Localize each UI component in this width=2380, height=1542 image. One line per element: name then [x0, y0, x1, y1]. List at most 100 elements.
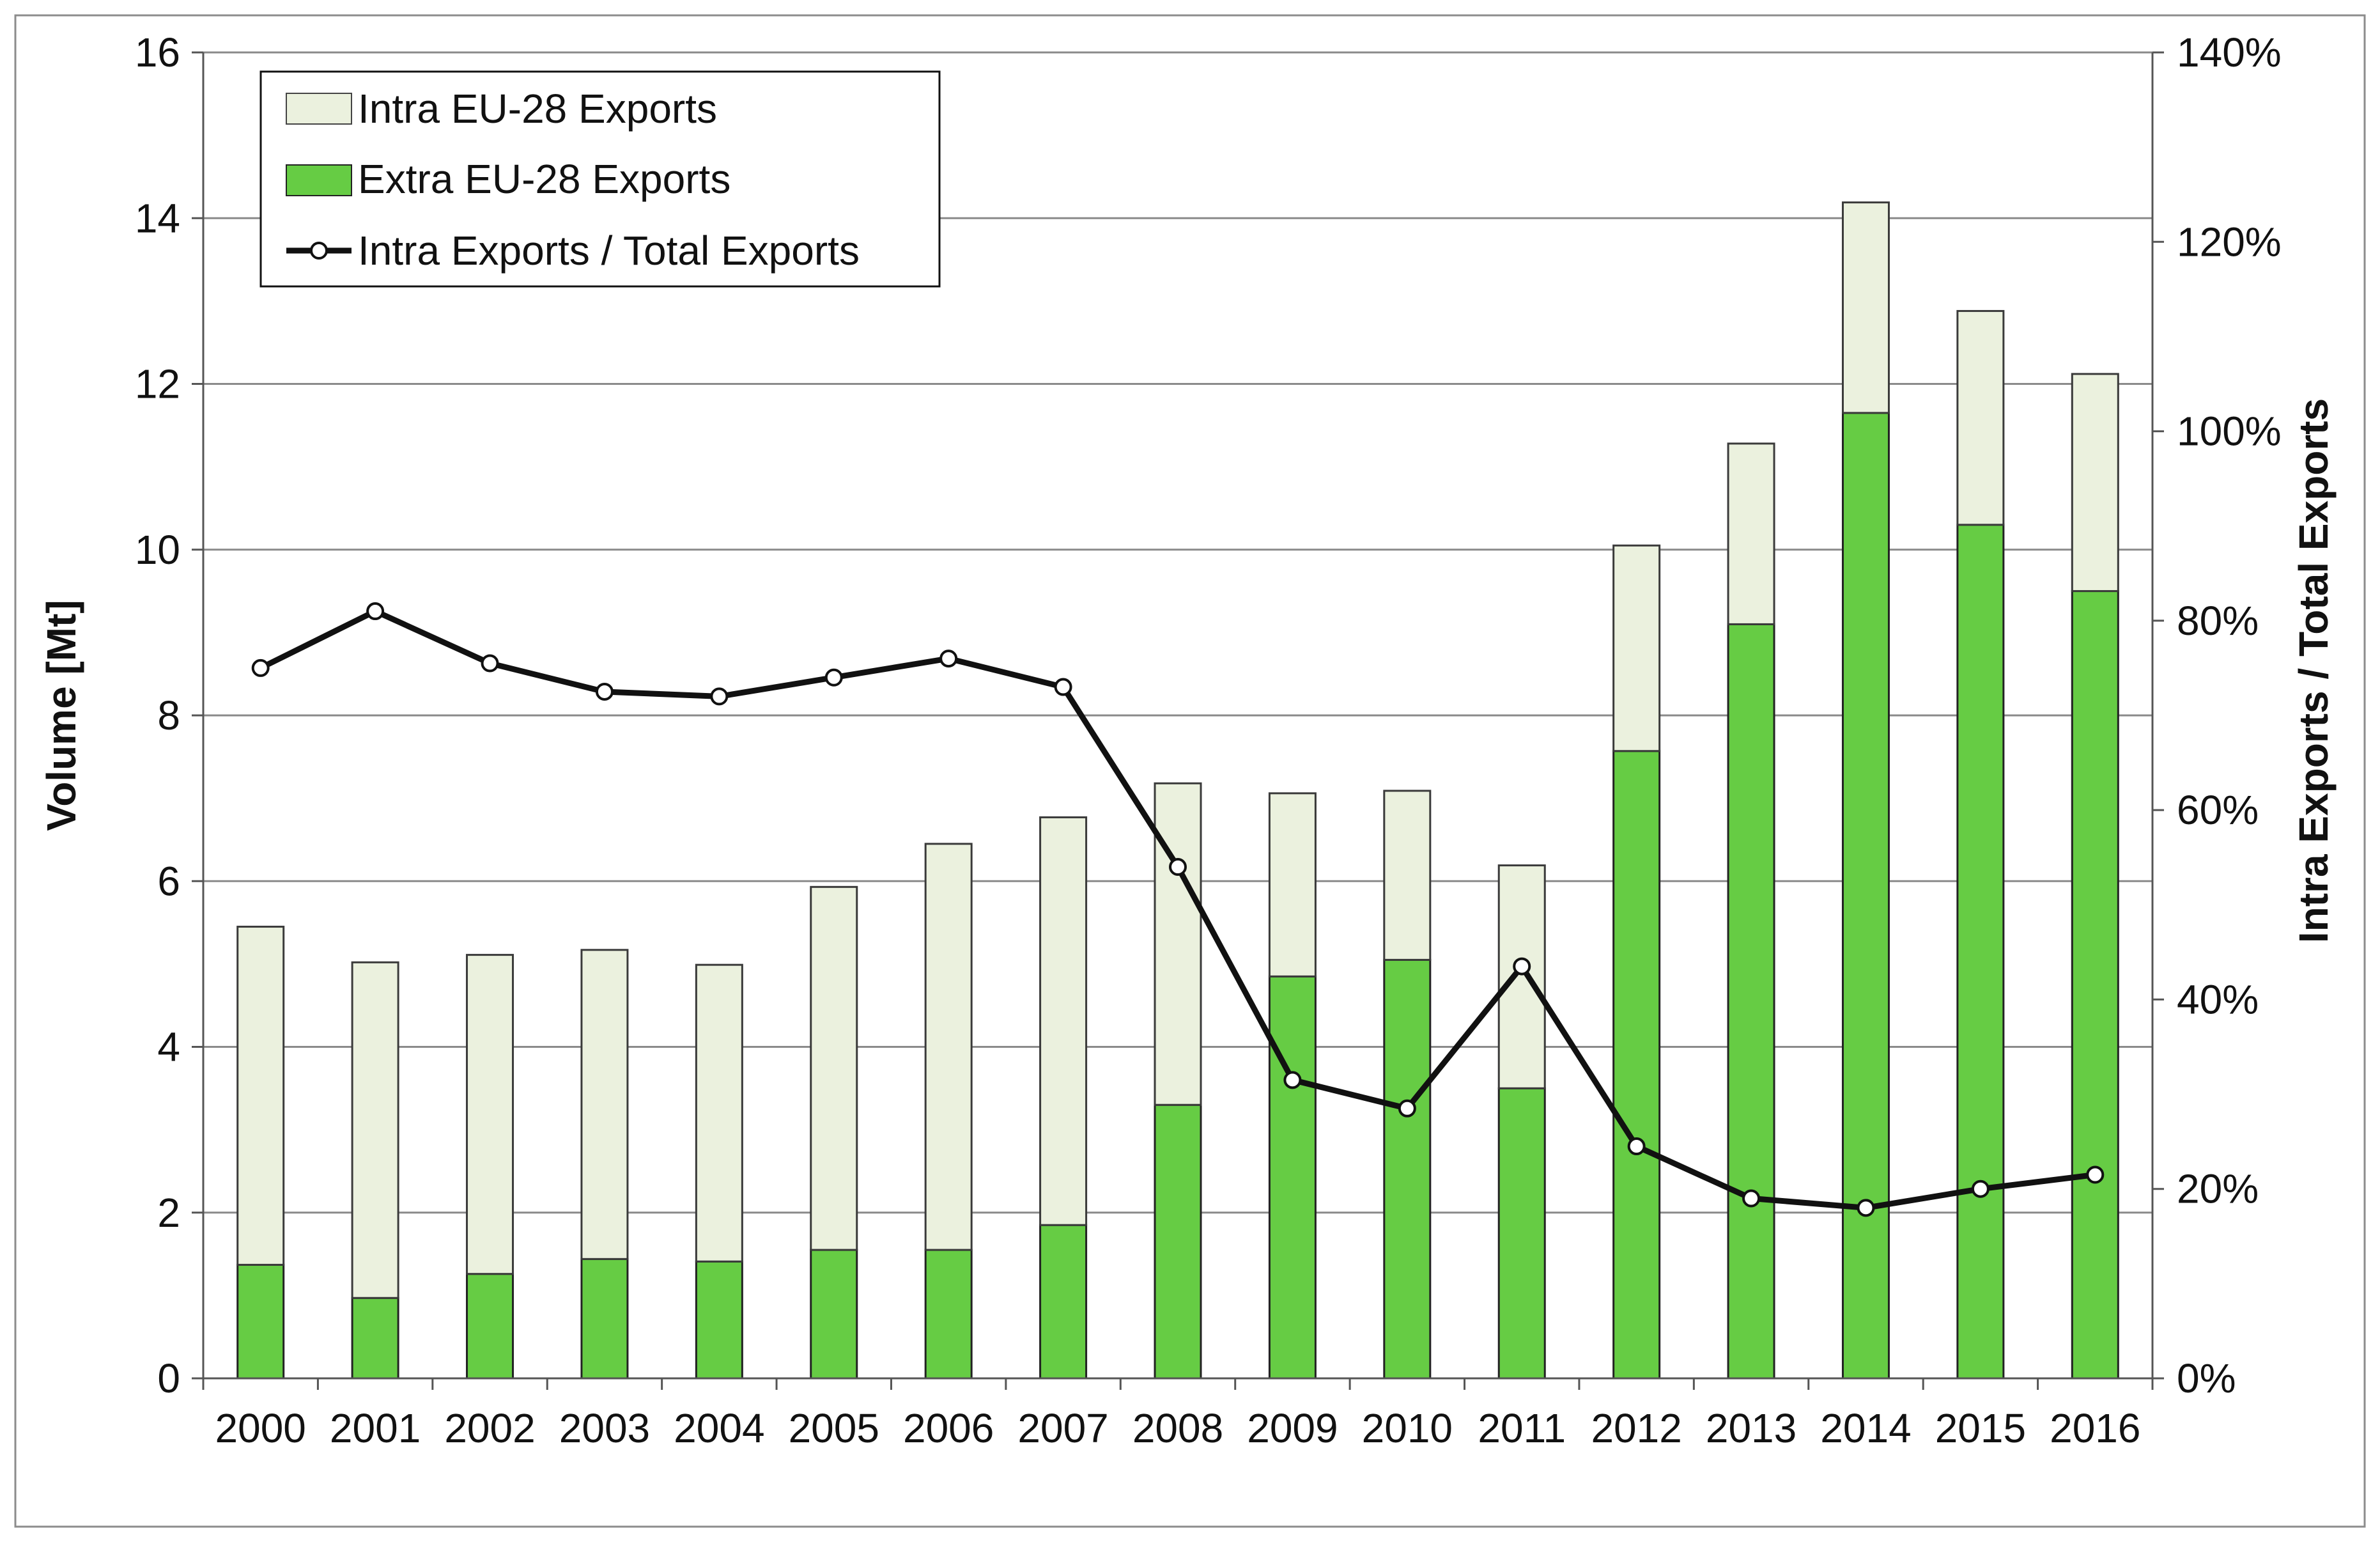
y-tick-label-right: 20%	[2177, 1166, 2259, 1212]
ratio-point-2006	[939, 650, 958, 668]
ratio-point-2004	[710, 687, 729, 706]
legend-swatch-extra	[286, 164, 352, 196]
bar-extra-2013	[1727, 623, 1775, 1380]
ratio-point-2003	[595, 682, 614, 701]
x-tick-label-2001: 2001	[330, 1405, 421, 1451]
ratio-point-2012	[1627, 1137, 1646, 1156]
y-tick-label-left: 6	[157, 858, 180, 904]
bar-intra-2004	[695, 963, 743, 1263]
y-axis-title-left: Volume [Mt]	[38, 600, 84, 830]
y-tick-label-left: 10	[135, 527, 180, 573]
bar-intra-2009	[1268, 792, 1317, 977]
bar-extra-2010	[1383, 958, 1432, 1380]
legend-label-extra: Extra EU-28 Exports	[358, 156, 730, 202]
y-tick-label-left: 16	[135, 29, 180, 75]
x-tick-label-2016: 2016	[2050, 1405, 2140, 1451]
y-tick-label-right: 60%	[2177, 787, 2259, 833]
bar-intra-2005	[810, 885, 858, 1251]
bar-intra-2010	[1383, 790, 1432, 961]
bar-intra-2000	[236, 926, 285, 1266]
ratio-point-2000	[251, 658, 270, 677]
y-tick-label-right: 120%	[2177, 219, 2282, 265]
x-tick-label-2013: 2013	[1706, 1405, 1797, 1451]
y-tick-label-right: 0%	[2177, 1355, 2236, 1401]
bar-extra-2015	[1956, 524, 2005, 1380]
axes	[192, 51, 2164, 1390]
y-tick-label-right: 80%	[2177, 598, 2259, 644]
bar-intra-2012	[1612, 544, 1661, 752]
bar-extra-2009	[1268, 975, 1317, 1380]
ratio-point-2005	[824, 668, 843, 687]
bar-intra-2013	[1727, 442, 1775, 625]
y-tick-label-right: 100%	[2177, 409, 2282, 455]
bar-extra-2007	[1039, 1224, 1088, 1380]
bar-intra-2007	[1039, 816, 1088, 1226]
bar-extra-2011	[1497, 1087, 1546, 1380]
bar-intra-2002	[466, 954, 514, 1275]
ratio-point-2011	[1513, 957, 1531, 976]
bar-intra-2014	[1841, 201, 1890, 414]
ratio-point-2010	[1398, 1099, 1416, 1118]
x-tick-label-2010: 2010	[1362, 1405, 1453, 1451]
bar-intra-2001	[351, 961, 399, 1299]
x-tick-label-2006: 2006	[903, 1405, 994, 1451]
ratio-point-2008	[1169, 858, 1187, 876]
ratio-point-2016	[2086, 1165, 2105, 1184]
ratio-point-2015	[1971, 1180, 1990, 1198]
x-tick-label-2007: 2007	[1017, 1405, 1108, 1451]
y-tick-label-left: 8	[157, 692, 180, 738]
x-tick-label-2002: 2002	[444, 1405, 535, 1451]
x-tick-label-2004: 2004	[674, 1405, 764, 1451]
gridlines	[203, 51, 2152, 1214]
y-tick-label-left: 0	[157, 1355, 180, 1401]
bar-extra-2005	[810, 1249, 858, 1380]
bar-extra-2002	[466, 1273, 514, 1380]
x-tick-label-2000: 2000	[215, 1405, 306, 1451]
y-tick-label-right: 140%	[2177, 29, 2282, 75]
ratio-point-2009	[1283, 1071, 1302, 1089]
ratio-point-2001	[366, 602, 385, 621]
x-tick-label-2012: 2012	[1591, 1405, 1681, 1451]
x-tick-label-2014: 2014	[1820, 1405, 1911, 1451]
x-tick-label-2008: 2008	[1132, 1405, 1223, 1451]
bar-extra-2001	[351, 1297, 399, 1380]
bar-extra-2000	[236, 1263, 285, 1380]
legend-box	[259, 70, 941, 288]
y-tick-label-right: 40%	[2177, 976, 2259, 1022]
x-tick-label-2011: 2011	[1478, 1405, 1566, 1451]
bar-intra-2016	[2071, 373, 2119, 593]
ratio-point-2007	[1054, 678, 1072, 696]
legend-label-ratio: Intra Exports / Total Exports	[358, 228, 860, 274]
x-tick-label-2003: 2003	[559, 1405, 650, 1451]
bar-intra-2006	[924, 843, 973, 1251]
bar-extra-2006	[924, 1249, 973, 1380]
bar-extra-2014	[1841, 412, 1890, 1380]
ratio-point-2002	[481, 654, 499, 673]
x-tick-label-2015: 2015	[1935, 1405, 2026, 1451]
bar-intra-2011	[1497, 864, 1546, 1089]
bar-intra-2003	[580, 949, 629, 1260]
y-tick-label-left: 14	[135, 195, 180, 241]
y-tick-label-left: 12	[135, 361, 180, 407]
y-axis-title-right: Intra Exports / Total Exports	[2291, 398, 2337, 943]
x-tick-label-2005: 2005	[789, 1405, 879, 1451]
x-tick-label-2009: 2009	[1247, 1405, 1338, 1451]
bar-intra-2015	[1956, 309, 2005, 526]
bar-extra-2012	[1612, 750, 1661, 1380]
y-tick-label-left: 2	[157, 1190, 180, 1236]
ratio-line	[251, 602, 2105, 1217]
bar-extra-2004	[695, 1260, 743, 1380]
bar-intra-2008	[1154, 782, 1202, 1106]
legend: Intra EU-28 Exports Extra EU-28 Exports …	[259, 70, 941, 288]
legend-swatch-intra	[286, 93, 352, 125]
bar-extra-2008	[1154, 1103, 1202, 1380]
tick-labels: 0 2 4 6 8 10 12 14 16 0% 20% 40% 60% 80% 100% 120% 140% 2…	[135, 29, 2282, 1451]
bar-extra-2003	[580, 1258, 629, 1380]
y-tick-label-left: 4	[157, 1024, 180, 1070]
legend-label-intra: Intra EU-28 Exports	[358, 86, 717, 132]
ratio-point-2013	[1742, 1189, 1761, 1208]
ratio-point-2014	[1857, 1199, 1875, 1217]
bar-extra-2016	[2071, 590, 2119, 1380]
